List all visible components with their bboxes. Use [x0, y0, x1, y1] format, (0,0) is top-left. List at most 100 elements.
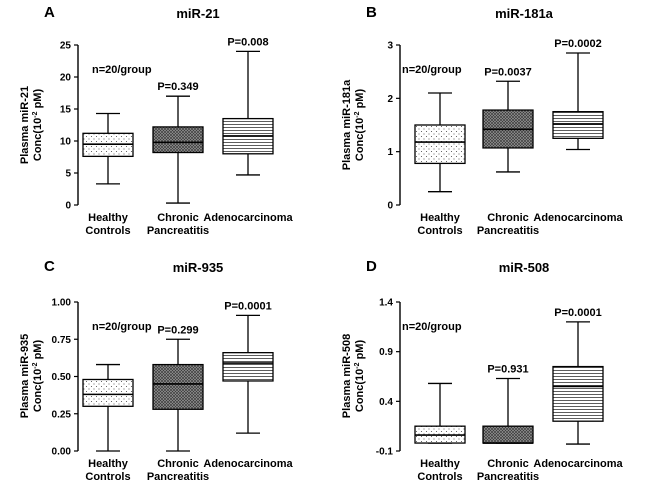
category-label-line2: Controls	[85, 225, 130, 237]
panel-label: A	[44, 4, 55, 21]
y-axis-label: Plasma miR-935 Conc(10-2 pM)	[19, 334, 44, 418]
category-label-line1: Chronic	[487, 212, 529, 224]
y-axis-label-prefix: Conc(10	[32, 369, 44, 412]
box-iqr	[552, 111, 604, 139]
panel-label: B	[366, 4, 377, 21]
category-label-line2: Controls	[85, 471, 130, 483]
panel-label: C	[44, 258, 55, 275]
box-iqr	[152, 363, 204, 410]
y-axis-label-line2: Conc(10-2 pM)	[354, 89, 366, 162]
y-tick-label: 1.4	[379, 298, 393, 309]
y-axis-label-suffix: pM)	[32, 340, 44, 363]
category-label-line1: Healthy	[88, 212, 129, 224]
box-iqr	[482, 425, 534, 444]
y-axis-label-exponent: -2	[354, 111, 361, 117]
y-axis-label-line1: Plasma miR-21	[19, 86, 31, 164]
p-value-label: P=0.0001	[224, 300, 271, 312]
y-axis-label: Plasma miR-181a Conc(10-2 pM)	[341, 79, 366, 170]
category-label-line2: Controls	[417, 471, 462, 483]
box-iqr	[152, 126, 204, 154]
y-axis-label-prefix: Conc(10	[354, 369, 366, 412]
y-axis-label-line2: Conc(10-2 pM)	[354, 340, 366, 413]
p-value-label: P=0.0001	[554, 307, 601, 319]
category-label-line1: Adenocarcinoma	[203, 212, 293, 224]
category-label-line1: Adenocarcinoma	[533, 458, 623, 470]
y-tick-label: 5	[65, 169, 71, 180]
box-2: P=0.299	[152, 324, 204, 452]
sample-size-note: n=20/group	[402, 321, 462, 333]
p-value-label: P=0.349	[157, 81, 198, 93]
chart-title: miR-508	[499, 260, 550, 275]
y-tick-label: 0.9	[379, 347, 393, 358]
category-label-line1: Chronic	[157, 212, 199, 224]
category-label-line2: Pancreatitis	[147, 471, 209, 483]
y-tick-label: 1	[387, 147, 393, 158]
category-label-line1: Healthy	[88, 458, 129, 470]
box-1	[414, 92, 466, 193]
y-tick-label: 10	[60, 137, 72, 148]
y-axis-label-prefix: Conc(10	[354, 118, 366, 161]
sample-size-note: n=20/group	[92, 64, 152, 76]
category-label-line1: Healthy	[420, 212, 461, 224]
box-3: P=0.0002	[552, 38, 604, 151]
chart-title: miR-935	[173, 260, 224, 275]
y-tick-label: -0.1	[376, 447, 394, 458]
box-2: P=0.349	[152, 81, 204, 204]
box-iqr	[82, 378, 134, 407]
y-axis-label-line1: Plasma miR-508	[341, 334, 353, 418]
y-axis-label-line2: Conc(10-2 pM)	[32, 340, 44, 413]
y-axis-label-line1: Plasma miR-935	[19, 334, 31, 418]
y-tick-label: 0.50	[52, 372, 72, 383]
category-label-line1: Adenocarcinoma	[203, 458, 293, 470]
category-label-line2: Controls	[417, 225, 462, 237]
box-iqr	[222, 352, 274, 382]
category-label-line1: Chronic	[487, 458, 529, 470]
box-1	[414, 382, 466, 444]
box-3: P=0.0001	[552, 307, 604, 445]
category-label-line2: Pancreatitis	[477, 225, 539, 237]
box-2: P=0.931	[482, 363, 534, 444]
y-axis-label-exponent: -2	[32, 362, 39, 368]
y-tick-label: 0.00	[52, 447, 72, 458]
y-tick-label: 25	[60, 41, 72, 52]
y-tick-label: 0	[387, 201, 393, 212]
y-tick-label: 0	[65, 201, 71, 212]
category-label-line2: Pancreatitis	[147, 225, 209, 237]
box-1	[82, 112, 134, 185]
chart-title: miR-21	[176, 6, 219, 21]
y-axis-label-exponent: -2	[354, 362, 361, 368]
box-iqr	[414, 124, 466, 165]
box-2: P=0.0037	[482, 66, 534, 173]
box-1	[82, 363, 134, 452]
chart-title: miR-181a	[495, 6, 554, 21]
p-value-label: P=0.0002	[554, 38, 601, 50]
category-label-line1: Adenocarcinoma	[533, 212, 623, 224]
p-value-label: P=0.299	[157, 324, 198, 336]
y-tick-label: 1.00	[52, 298, 72, 309]
y-axis-label: Plasma miR-21 Conc(10-2 pM)	[19, 86, 44, 164]
y-axis-label-line1: Plasma miR-181a	[341, 79, 353, 170]
y-axis-label-exponent: -2	[32, 111, 39, 117]
y-tick-label: 0.4	[379, 397, 393, 408]
sample-size-note: n=20/group	[92, 321, 152, 333]
category-label-line2: Pancreatitis	[477, 471, 539, 483]
p-value-label: P=0.008	[227, 36, 268, 48]
p-value-label: P=0.0037	[484, 66, 531, 78]
y-tick-label: 0.25	[52, 409, 72, 420]
sample-size-note: n=20/group	[402, 64, 462, 76]
box-iqr	[552, 365, 604, 422]
y-tick-label: 15	[60, 105, 72, 116]
y-axis-label-line2: Conc(10-2 pM)	[32, 89, 44, 162]
y-axis-label-suffix: pM)	[354, 340, 366, 363]
y-tick-label: 0.75	[52, 335, 72, 346]
p-value-label: P=0.931	[487, 363, 528, 375]
y-axis-label-prefix: Conc(10	[32, 118, 44, 161]
y-axis-label: Plasma miR-508 Conc(10-2 pM)	[341, 334, 366, 418]
y-axis-label-suffix: pM)	[32, 89, 44, 112]
y-axis-label-suffix: pM)	[354, 89, 366, 112]
